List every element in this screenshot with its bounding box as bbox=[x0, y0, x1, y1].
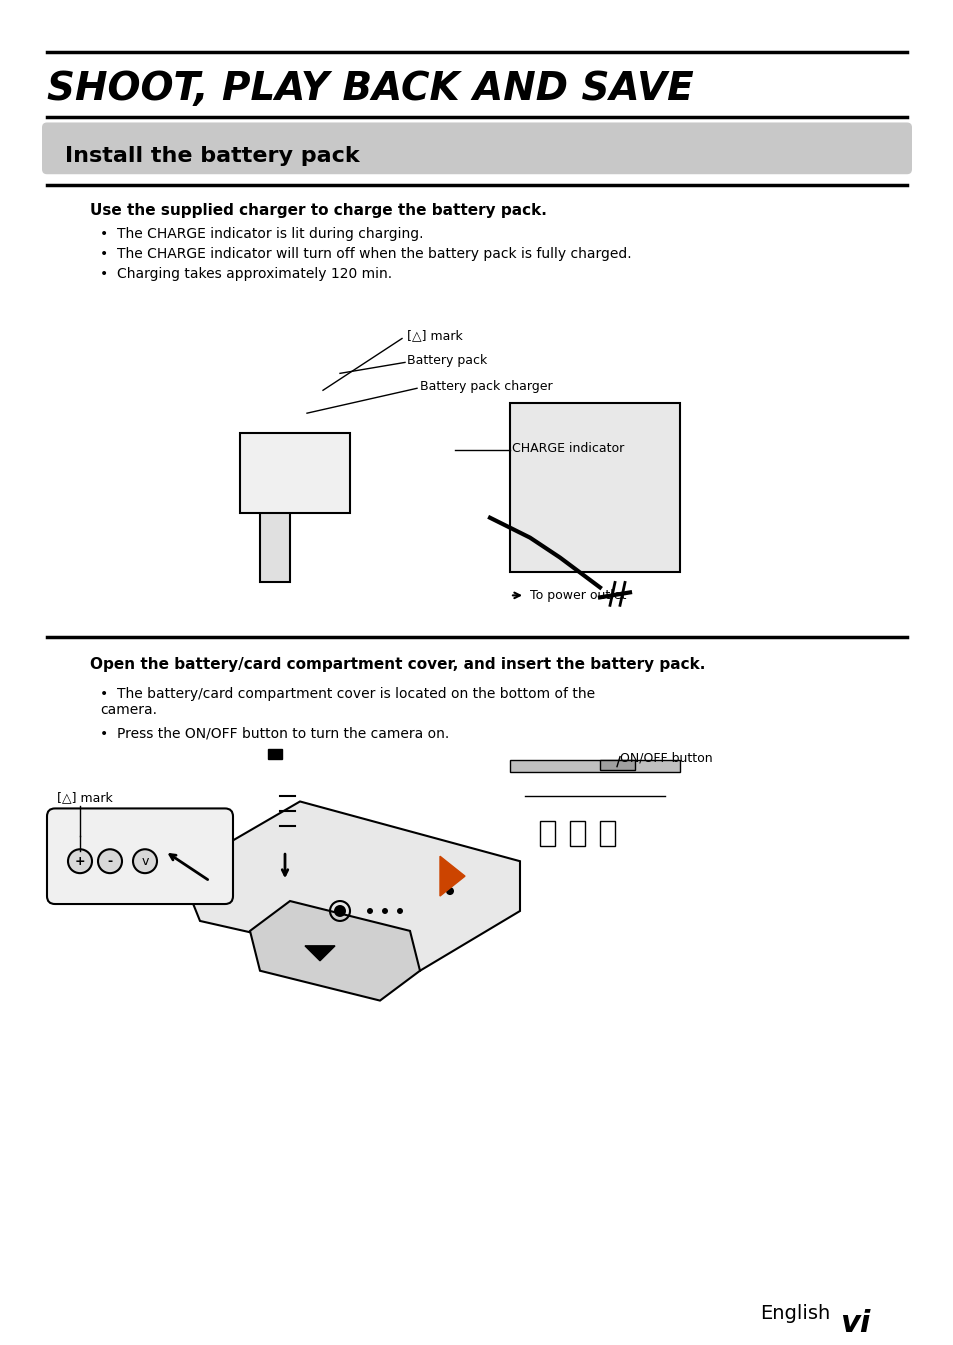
Text: [△] mark: [△] mark bbox=[407, 330, 462, 342]
Bar bbox=[569, 822, 584, 846]
Polygon shape bbox=[240, 433, 350, 512]
Text: Open the battery/card compartment cover, and insert the battery pack.: Open the battery/card compartment cover,… bbox=[90, 658, 704, 672]
Text: To power outlet: To power outlet bbox=[530, 589, 626, 601]
Bar bbox=[268, 749, 282, 759]
Text: vi: vi bbox=[840, 1309, 869, 1338]
Text: ON/OFF button: ON/OFF button bbox=[619, 752, 712, 765]
Bar bbox=[539, 822, 555, 846]
Polygon shape bbox=[250, 901, 419, 1001]
Text: •  Press the ON/OFF button to turn the camera on.: • Press the ON/OFF button to turn the ca… bbox=[100, 726, 449, 741]
Polygon shape bbox=[260, 483, 290, 582]
Text: •  The CHARGE indicator will turn off when the battery pack is fully charged.: • The CHARGE indicator will turn off whe… bbox=[100, 247, 631, 261]
Text: -: - bbox=[108, 854, 112, 868]
Circle shape bbox=[396, 908, 402, 915]
Circle shape bbox=[98, 849, 122, 873]
Text: Battery pack: Battery pack bbox=[407, 354, 487, 367]
Circle shape bbox=[381, 908, 388, 915]
Bar bbox=[599, 760, 635, 769]
Text: •  The CHARGE indicator is lit during charging.: • The CHARGE indicator is lit during cha… bbox=[100, 227, 423, 241]
Bar bbox=[510, 760, 679, 772]
Circle shape bbox=[446, 888, 454, 894]
Circle shape bbox=[68, 849, 91, 873]
Text: Install the battery pack: Install the battery pack bbox=[65, 147, 359, 167]
Polygon shape bbox=[439, 857, 464, 896]
FancyBboxPatch shape bbox=[47, 808, 233, 904]
Text: v: v bbox=[141, 854, 149, 868]
Text: CHARGE indicator: CHARGE indicator bbox=[512, 441, 623, 455]
Circle shape bbox=[132, 849, 157, 873]
FancyBboxPatch shape bbox=[42, 122, 911, 175]
Text: Battery pack charger: Battery pack charger bbox=[419, 379, 552, 393]
Text: Use the supplied charger to charge the battery pack.: Use the supplied charger to charge the b… bbox=[90, 203, 546, 218]
Polygon shape bbox=[510, 404, 679, 573]
Polygon shape bbox=[180, 802, 519, 971]
Text: •  Charging takes approximately 120 min.: • Charging takes approximately 120 min. bbox=[100, 266, 392, 281]
Bar bbox=[599, 822, 615, 846]
Text: [△] mark: [△] mark bbox=[57, 791, 112, 804]
Text: English: English bbox=[760, 1305, 829, 1323]
Text: •  The battery/card compartment cover is located on the bottom of the
camera.: • The battery/card compartment cover is … bbox=[100, 687, 595, 717]
Circle shape bbox=[367, 908, 373, 915]
Text: SHOOT, PLAY BACK AND SAVE: SHOOT, PLAY BACK AND SAVE bbox=[47, 70, 693, 108]
Polygon shape bbox=[305, 946, 335, 960]
Circle shape bbox=[334, 905, 346, 917]
Text: +: + bbox=[74, 854, 85, 868]
